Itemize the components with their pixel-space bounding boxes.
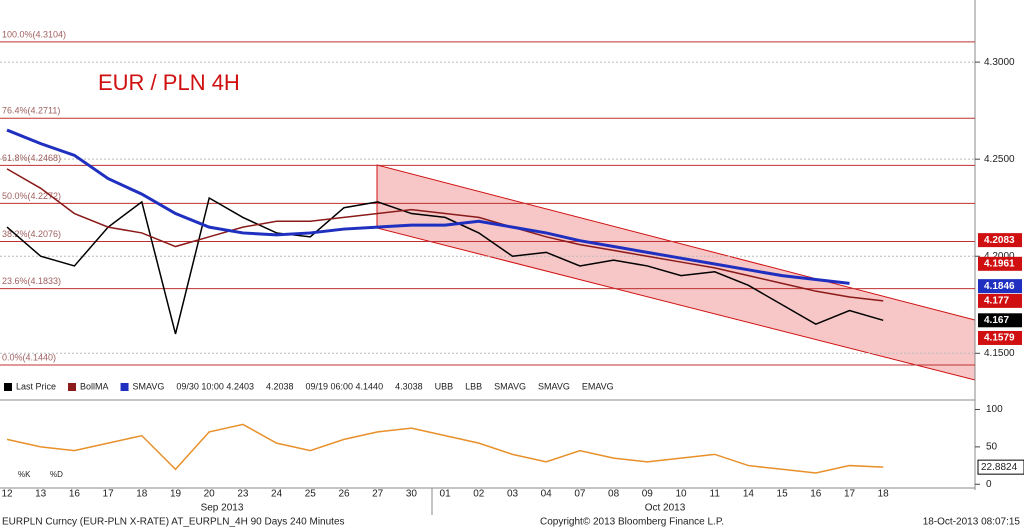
x-tick-label: 07 [574, 489, 586, 500]
legend-label: Last Price [16, 381, 56, 391]
legend-info: SMAVG [538, 381, 570, 391]
value-tag-label: 22.8824 [981, 462, 1018, 473]
price-tag-label: 4.167 [984, 315, 1009, 326]
legend-info: 4.3038 [395, 381, 423, 391]
legend-info: 4.2038 [266, 381, 294, 391]
chart-title: EUR / PLN 4H [98, 70, 240, 95]
legend-info: UBB [435, 381, 454, 391]
price-tag-label: 4.2083 [984, 235, 1015, 246]
legend-info: EMAVG [582, 381, 614, 391]
legend-info: 09/19 06:00 4.1440 [306, 381, 384, 391]
x-tick-label: 08 [608, 489, 620, 500]
x-tick-label: 11 [710, 489, 721, 500]
footer-left: EURPLN Curncy (EUR-PLN X-RATE) AT_EURPLN… [2, 517, 345, 528]
fib-label: 100.0%(4.3104) [2, 29, 66, 39]
y-tick-label: 4.2000 [984, 251, 1015, 262]
legend-info: SMAVG [494, 381, 526, 391]
price-tag [978, 279, 1022, 294]
fib-label: 76.4%(4.2711) [2, 106, 60, 116]
x-tick-label: 12 [1, 489, 13, 500]
legend-swatch [68, 383, 77, 391]
x-tick-label: 18 [878, 489, 890, 500]
osc-legend: %K [18, 470, 31, 479]
x-tick-label: 23 [237, 489, 249, 500]
x-tick-label: 14 [743, 489, 755, 500]
legend-info: 09/30 10:00 4.2403 [176, 381, 254, 391]
x-tick-label: 02 [473, 489, 485, 500]
y-tick-label: 0 [986, 479, 992, 490]
month-label: Sep 2013 [201, 503, 244, 514]
x-tick-label: 30 [406, 489, 418, 500]
series-line [6, 423, 884, 474]
x-tick-label: 24 [271, 489, 283, 500]
legend-swatch [120, 383, 129, 391]
series-line [6, 196, 884, 335]
x-tick-label: 20 [204, 489, 216, 500]
fib-label: 50.0%(4.2272) [2, 191, 61, 201]
x-tick-label: 04 [541, 489, 553, 500]
price-tag-label: 4.1846 [984, 281, 1015, 292]
month-label: Oct 2013 [645, 503, 686, 514]
x-tick-label: 15 [777, 489, 789, 500]
x-tick-label: 16 [69, 489, 81, 500]
price-tag [978, 330, 1022, 345]
price-tag-label: 4.1961 [984, 258, 1015, 269]
footer-center: Copyright© 2013 Bloomberg Finance L.P. [540, 517, 724, 528]
y-tick-label: 4.2500 [984, 154, 1015, 165]
price-tag-label: 4.1579 [984, 333, 1015, 344]
x-tick-label: 19 [170, 489, 182, 500]
y-tick-label: 100 [986, 404, 1003, 415]
series-line [6, 168, 884, 302]
y-tick-label: 4.1500 [984, 348, 1015, 359]
x-tick-label: 03 [507, 489, 519, 500]
x-tick-label: 26 [338, 489, 350, 500]
price-tag [978, 233, 1022, 248]
x-tick-label: 10 [675, 489, 687, 500]
x-tick-label: 27 [372, 489, 384, 500]
x-tick-label: 17 [844, 489, 856, 500]
x-tick-label: 18 [136, 489, 148, 500]
price-tag-label: 4.177 [984, 296, 1009, 307]
footer-right: 18-Oct-2013 08:07:15 [923, 517, 1021, 528]
fib-label: 61.8%(4.2468) [2, 153, 61, 163]
legend-label: BollMA [80, 381, 109, 391]
x-tick-label: 25 [305, 489, 317, 500]
value-tag [977, 459, 1024, 475]
x-tick-label: 01 [440, 489, 452, 500]
legend-swatch [4, 383, 12, 391]
price-tag [978, 313, 1022, 328]
y-tick-label: 50 [986, 442, 998, 453]
series-line [6, 128, 850, 285]
legend-label: SMAVG [133, 381, 165, 391]
x-tick-label: 13 [35, 489, 47, 500]
osc-legend: %D [50, 470, 63, 479]
fib-label: 38.2%(4.2076) [2, 229, 61, 239]
fib-label: 23.6%(4.1833) [2, 276, 61, 286]
y-tick-label: 4.3000 [984, 57, 1015, 68]
price-tag [978, 293, 1022, 308]
x-tick-label: 16 [810, 489, 822, 500]
x-tick-label: 09 [642, 489, 654, 500]
x-tick-label: 17 [103, 489, 115, 500]
fib-label: 0.0%(4.1440) [2, 352, 56, 362]
legend-info: LBB [465, 381, 482, 391]
price-tag [978, 256, 1022, 271]
